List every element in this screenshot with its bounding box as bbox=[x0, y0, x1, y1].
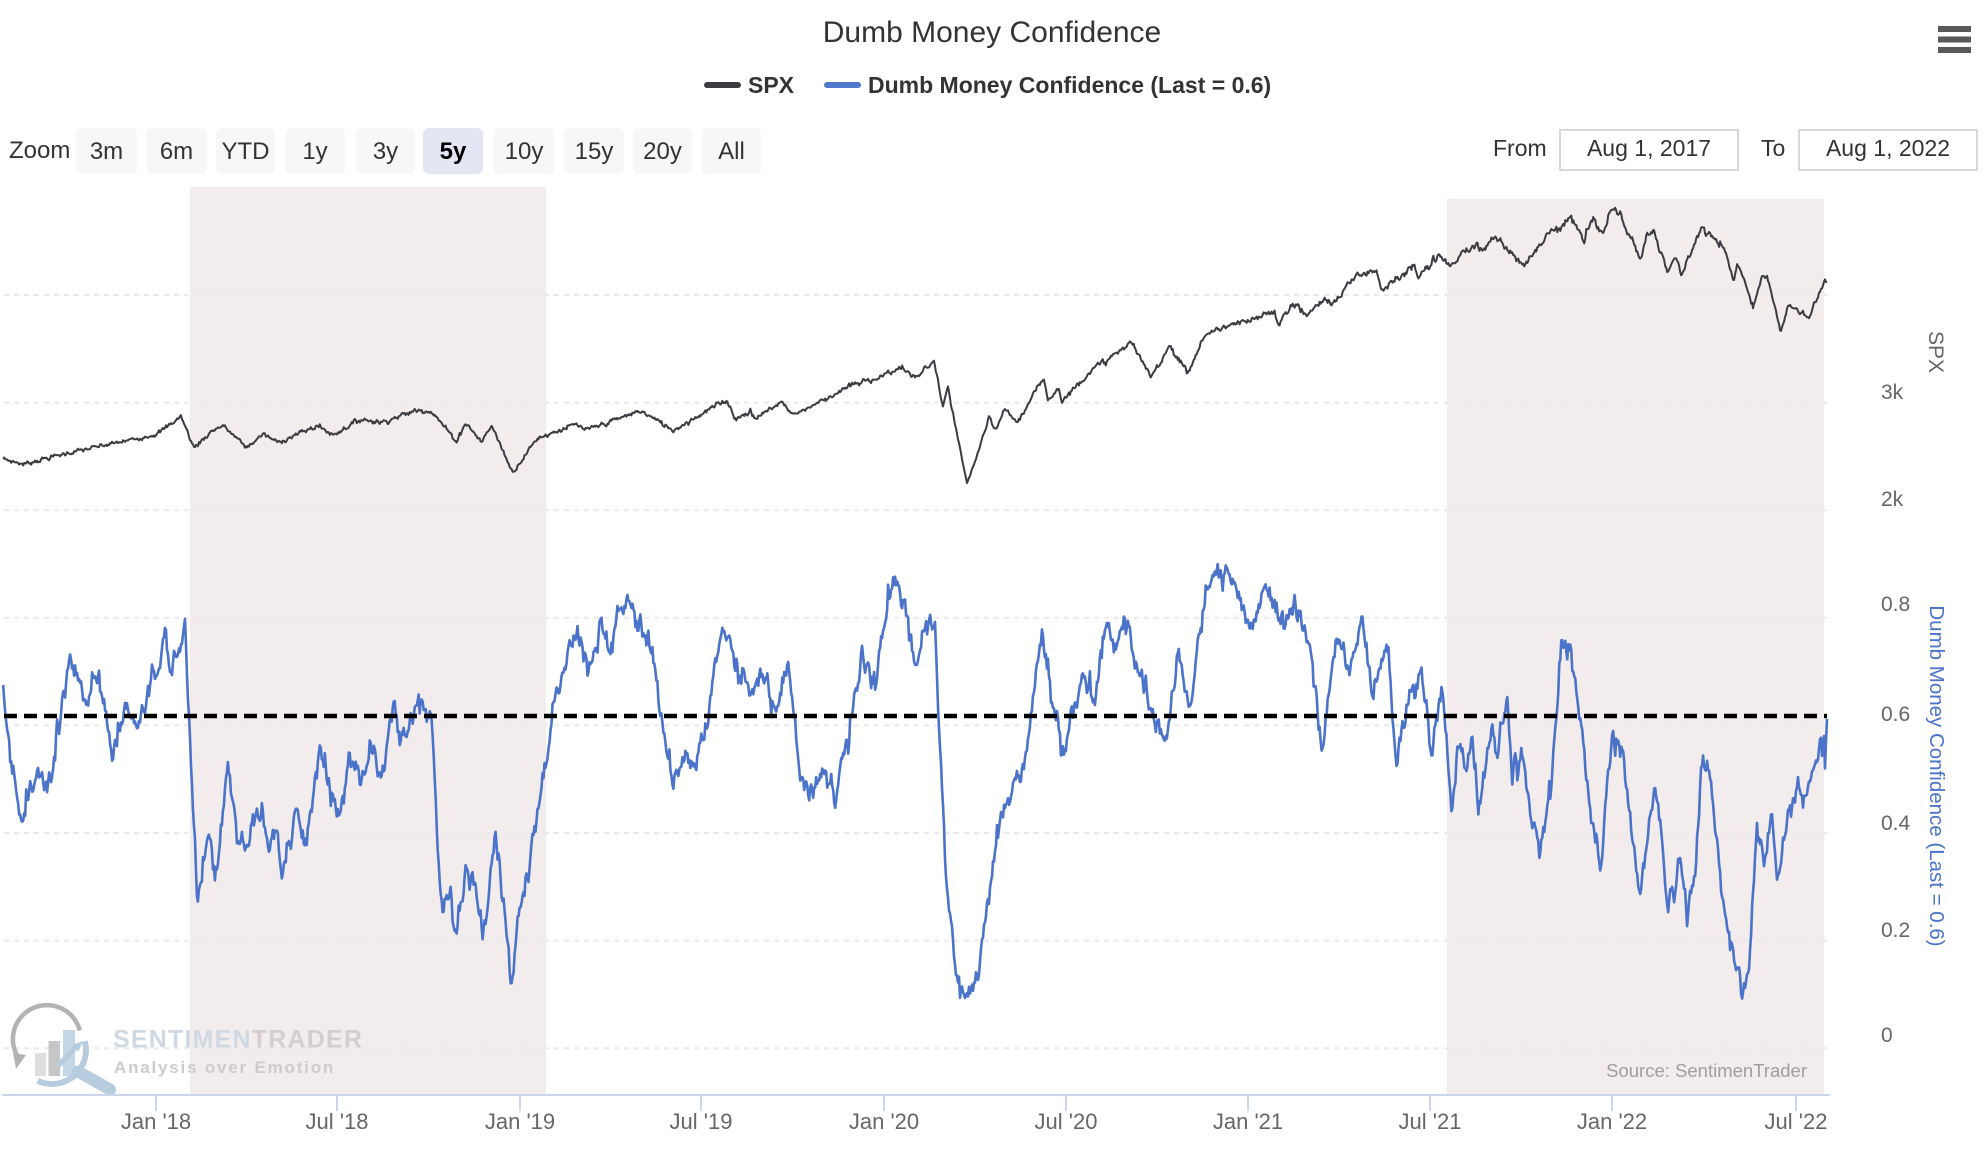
svg-text:0: 0 bbox=[1881, 1024, 1893, 1047]
svg-text:10y: 10y bbox=[505, 138, 544, 165]
svg-text:Jan '21: Jan '21 bbox=[1213, 1109, 1283, 1134]
svg-text:0.2: 0.2 bbox=[1881, 919, 1910, 942]
svg-text:Jan '19: Jan '19 bbox=[485, 1109, 555, 1134]
svg-text:1y: 1y bbox=[302, 138, 327, 165]
svg-text:15y: 15y bbox=[575, 138, 614, 165]
svg-text:Zoom: Zoom bbox=[9, 137, 70, 164]
svg-text:Analysis over Emotion: Analysis over Emotion bbox=[114, 1058, 335, 1077]
svg-text:Dumb Money Confidence (Last =: Dumb Money Confidence (Last = 0.6) bbox=[1925, 605, 1948, 946]
svg-text:Dumb Money Confidence (Last =: Dumb Money Confidence (Last = 0.6) bbox=[868, 72, 1271, 98]
svg-text:SENTIMENTRADER: SENTIMENTRADER bbox=[113, 1026, 363, 1054]
svg-text:SPX: SPX bbox=[1924, 331, 1947, 373]
svg-text:3k: 3k bbox=[1881, 381, 1904, 404]
svg-text:Jan '22: Jan '22 bbox=[1577, 1109, 1647, 1134]
svg-text:Jul '19: Jul '19 bbox=[670, 1109, 733, 1134]
svg-text:3y: 3y bbox=[373, 138, 398, 165]
svg-text:20y: 20y bbox=[643, 138, 682, 165]
svg-text:0.6: 0.6 bbox=[1881, 703, 1910, 726]
svg-text:YTD: YTD bbox=[222, 138, 270, 165]
svg-text:All: All bbox=[718, 138, 745, 165]
svg-text:Jul '20: Jul '20 bbox=[1035, 1109, 1098, 1134]
svg-text:Jul '21: Jul '21 bbox=[1399, 1109, 1462, 1134]
svg-text:Dumb Money Confidence: Dumb Money Confidence bbox=[823, 16, 1162, 49]
svg-text:To: To bbox=[1761, 135, 1785, 161]
svg-text:5y: 5y bbox=[440, 138, 467, 165]
svg-text:3m: 3m bbox=[90, 138, 123, 165]
svg-text:2k: 2k bbox=[1881, 488, 1904, 511]
svg-text:6m: 6m bbox=[160, 138, 193, 165]
svg-text:0.4: 0.4 bbox=[1881, 812, 1911, 835]
svg-text:Jan '20: Jan '20 bbox=[849, 1109, 919, 1134]
svg-text:Aug 1, 2022: Aug 1, 2022 bbox=[1826, 135, 1950, 161]
svg-text:Source: SentimenTrader: Source: SentimenTrader bbox=[1606, 1060, 1807, 1081]
svg-text:0.8: 0.8 bbox=[1881, 593, 1910, 616]
svg-text:Jul '18: Jul '18 bbox=[306, 1109, 369, 1134]
svg-text:From: From bbox=[1493, 135, 1547, 161]
svg-text:Jul '22: Jul '22 bbox=[1765, 1109, 1828, 1134]
svg-text:Jan '18: Jan '18 bbox=[121, 1109, 191, 1134]
svg-text:Aug 1, 2017: Aug 1, 2017 bbox=[1587, 135, 1711, 161]
svg-text:SPX: SPX bbox=[748, 72, 795, 98]
